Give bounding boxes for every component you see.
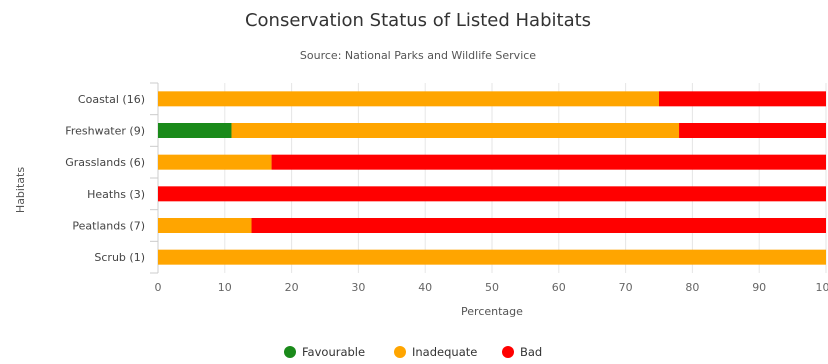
category-label: Grasslands (6) xyxy=(65,156,145,169)
x-tick-label: 100 xyxy=(816,281,828,294)
bar-segment[interactable] xyxy=(158,186,826,202)
legend-marker xyxy=(502,346,514,358)
category-label: Peatlands (7) xyxy=(72,220,145,233)
bar-segment[interactable] xyxy=(679,123,826,138)
grid xyxy=(150,82,827,274)
bar-segment[interactable] xyxy=(158,91,659,107)
bar-segment[interactable] xyxy=(158,249,826,265)
x-tick-label: 10 xyxy=(218,281,232,294)
legend-item[interactable]: Bad xyxy=(502,345,542,359)
bar-segment[interactable] xyxy=(271,154,826,170)
x-tick-label: 50 xyxy=(485,281,499,294)
legend-item[interactable]: Inadequate xyxy=(394,345,477,359)
category-label: Scrub (1) xyxy=(94,251,145,264)
legend-label: Bad xyxy=(520,345,542,359)
x-tick-label: 80 xyxy=(685,281,699,294)
x-tick-label: 20 xyxy=(285,281,299,294)
bar-segment[interactable] xyxy=(231,123,680,138)
bar-segment[interactable] xyxy=(251,218,826,233)
chart-title: Conservation Status of Listed Habitats xyxy=(245,10,591,31)
bar-segment[interactable] xyxy=(659,91,826,107)
legend-label: Inadequate xyxy=(412,345,477,359)
legend[interactable]: Favourable Inadequate Bad xyxy=(284,345,542,359)
category-label: Freshwater (9) xyxy=(65,125,145,138)
legend-marker xyxy=(284,346,296,358)
x-tick-labels: 0 10 20 30 40 50 60 70 80 90 100 xyxy=(155,281,828,294)
x-tick-label: 30 xyxy=(351,281,365,294)
category-label: Coastal (16) xyxy=(78,93,145,106)
x-tick-label: 60 xyxy=(552,281,566,294)
legend-item[interactable]: Favourable xyxy=(284,345,365,359)
category-label: Heaths (3) xyxy=(87,188,145,201)
legend-label: Favourable xyxy=(302,345,365,359)
bar-segment[interactable] xyxy=(158,123,232,138)
y-axis-title: Habitats xyxy=(14,167,27,213)
legend-marker xyxy=(394,346,406,358)
bars xyxy=(158,91,826,265)
bar-segment[interactable] xyxy=(158,154,272,170)
chart-subtitle: Source: National Parks and Wildlife Serv… xyxy=(300,49,536,62)
x-tick-label: 40 xyxy=(418,281,432,294)
category-labels: Coastal (16) Freshwater (9) Grasslands (6)… xyxy=(65,93,145,264)
x-axis-title: Percentage xyxy=(461,305,523,318)
bar-segment[interactable] xyxy=(158,218,252,233)
x-tick-label: 70 xyxy=(619,281,633,294)
x-tick-label: 0 xyxy=(155,281,162,294)
x-tick-label: 90 xyxy=(752,281,766,294)
